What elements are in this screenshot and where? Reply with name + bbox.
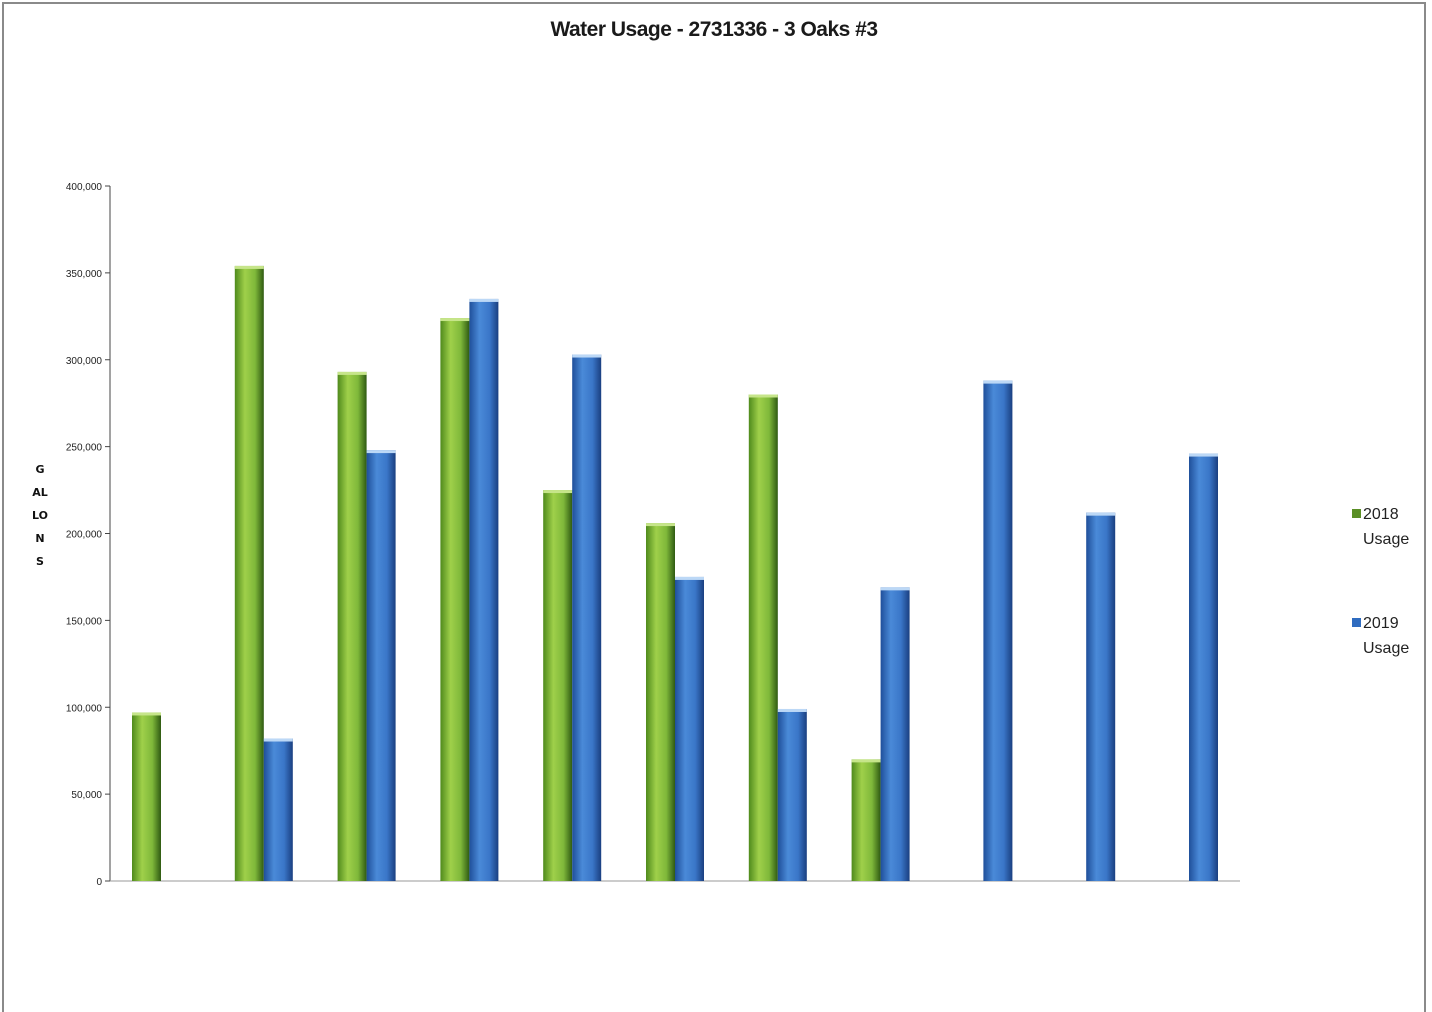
bar-2018-5 — [543, 490, 573, 881]
bar-highlight — [263, 738, 293, 742]
bar-highlight — [469, 298, 499, 302]
legend-item-2019: 2019 Usage — [1352, 611, 1415, 661]
legend-label-2018: 2018 Usage — [1363, 506, 1410, 548]
bar-highlight — [880, 587, 910, 591]
bar-highlight — [675, 576, 704, 580]
bar-highlight — [646, 523, 675, 527]
bar-2019-6 — [675, 576, 704, 881]
y-tick-label: 150,000 — [66, 616, 103, 627]
chart-title: Water Usage - 2731336 - 3 Oaks #3 — [550, 18, 878, 41]
bar-2019-7 — [777, 708, 807, 881]
y-axis-label: GALLONS — [32, 463, 48, 568]
bar-2018-6 — [646, 523, 675, 881]
bar-highlight — [1189, 453, 1218, 457]
bar-2019-8 — [880, 587, 910, 881]
y-tick-label: 0 — [96, 877, 102, 888]
bar-highlight — [851, 759, 881, 763]
bar-2019-3 — [366, 450, 396, 881]
bar-2019-10 — [1086, 512, 1116, 881]
bar-2018-4 — [440, 318, 470, 881]
bar-2019-9 — [983, 380, 1013, 881]
y-tick-label: 50,000 — [71, 790, 102, 801]
bar-highlight — [983, 380, 1013, 384]
bar-highlight — [572, 354, 602, 358]
bar-highlight — [543, 490, 573, 494]
bar-2018-8 — [851, 759, 881, 881]
bar-highlight — [748, 394, 778, 398]
legend-item-2018: 2018 Usage — [1352, 502, 1415, 552]
bar-highlight — [234, 265, 264, 269]
y-tick-label: 350,000 — [66, 269, 103, 280]
bar-2018-3 — [337, 371, 367, 881]
bar-2019-11 — [1189, 453, 1218, 881]
bar-highlight — [777, 708, 807, 712]
bar-2019-4 — [469, 298, 499, 881]
bar-2018-2 — [234, 265, 264, 881]
y-tick-label: 300,000 — [66, 356, 103, 367]
bar-highlight — [132, 712, 161, 716]
bar-2019-2 — [263, 738, 293, 881]
y-tick-label: 250,000 — [66, 443, 103, 454]
y-tick-label: 200,000 — [66, 530, 103, 541]
bar-2018-1 — [132, 712, 161, 881]
legend-label-2019: 2019 Usage — [1363, 615, 1410, 657]
legend-swatch-2019 — [1352, 618, 1361, 627]
bar-highlight — [337, 371, 367, 375]
bar-highlight — [440, 318, 470, 322]
legend-swatch-2018 — [1352, 509, 1361, 518]
y-tick-label: 400,000 — [66, 182, 103, 193]
y-tick-label: 100,000 — [66, 703, 103, 714]
bar-2019-5 — [572, 354, 602, 882]
bar-highlight — [366, 450, 396, 454]
bar-highlight — [1086, 512, 1116, 516]
bar-2018-7 — [748, 394, 778, 881]
